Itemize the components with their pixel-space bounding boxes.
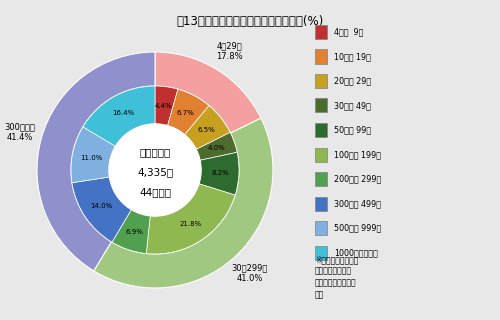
Wedge shape bbox=[37, 52, 155, 271]
Wedge shape bbox=[168, 89, 209, 135]
Text: 21.8%: 21.8% bbox=[180, 221, 202, 227]
Text: 44百万円: 44百万円 bbox=[139, 187, 171, 197]
Text: 30～299人
41.0%: 30～299人 41.0% bbox=[231, 263, 268, 284]
Bar bbox=[315, 148, 327, 162]
Text: ※内側の円グラフは
詳細な付加価値額
構成比を示していま
す。: ※内側の円グラフは 詳細な付加価値額 構成比を示していま す。 bbox=[315, 255, 358, 300]
Bar bbox=[315, 25, 327, 39]
Bar bbox=[315, 99, 327, 113]
Wedge shape bbox=[71, 127, 116, 183]
Bar bbox=[315, 74, 327, 88]
Text: 6.7%: 6.7% bbox=[176, 109, 194, 116]
Text: 16.4%: 16.4% bbox=[112, 110, 134, 116]
Wedge shape bbox=[72, 177, 132, 242]
Text: 4.0%: 4.0% bbox=[208, 146, 225, 151]
Bar bbox=[315, 221, 327, 235]
Text: 4,335億: 4,335億 bbox=[137, 167, 173, 177]
Text: 100人～ 199人: 100人～ 199人 bbox=[334, 150, 381, 159]
Wedge shape bbox=[83, 86, 155, 146]
Wedge shape bbox=[184, 106, 230, 149]
Text: 20人～ 29人: 20人～ 29人 bbox=[334, 76, 371, 85]
Wedge shape bbox=[196, 132, 237, 160]
Bar bbox=[315, 172, 327, 186]
Wedge shape bbox=[146, 184, 235, 254]
Bar bbox=[315, 196, 327, 211]
Text: 10人～ 19人: 10人～ 19人 bbox=[334, 52, 371, 61]
Text: 200人～ 299人: 200人～ 299人 bbox=[334, 174, 382, 183]
Text: 500人～ 999人: 500人～ 999人 bbox=[334, 223, 382, 233]
Text: 30人～ 49人: 30人～ 49人 bbox=[334, 101, 371, 110]
Text: 図13　従業者規模別付加価値額構成比(%): 図13 従業者規模別付加価値額構成比(%) bbox=[176, 15, 324, 28]
Text: 付加価値額: 付加価値額 bbox=[140, 147, 170, 157]
Text: 300人以上
41.4%: 300人以上 41.4% bbox=[4, 122, 36, 142]
Wedge shape bbox=[199, 152, 239, 195]
Wedge shape bbox=[155, 86, 178, 126]
Text: 4～29人
17.8%: 4～29人 17.8% bbox=[216, 41, 242, 61]
Wedge shape bbox=[112, 210, 150, 253]
Text: 8.2%: 8.2% bbox=[211, 170, 229, 176]
Text: 6.9%: 6.9% bbox=[126, 229, 144, 235]
Bar bbox=[315, 50, 327, 63]
Text: 300人～ 499人: 300人～ 499人 bbox=[334, 199, 381, 208]
Bar bbox=[315, 123, 327, 137]
Bar bbox=[315, 245, 327, 260]
Wedge shape bbox=[94, 118, 273, 288]
Text: 1000人　以　上: 1000人 以 上 bbox=[334, 248, 378, 257]
Text: 50人～ 99人: 50人～ 99人 bbox=[334, 125, 371, 134]
Wedge shape bbox=[155, 52, 261, 133]
Text: 11.0%: 11.0% bbox=[80, 155, 102, 161]
Text: 4人～  9人: 4人～ 9人 bbox=[334, 28, 364, 36]
Circle shape bbox=[109, 124, 201, 216]
Text: 4.4%: 4.4% bbox=[155, 103, 173, 108]
Text: 14.0%: 14.0% bbox=[90, 203, 112, 209]
Text: 6.5%: 6.5% bbox=[197, 127, 215, 133]
